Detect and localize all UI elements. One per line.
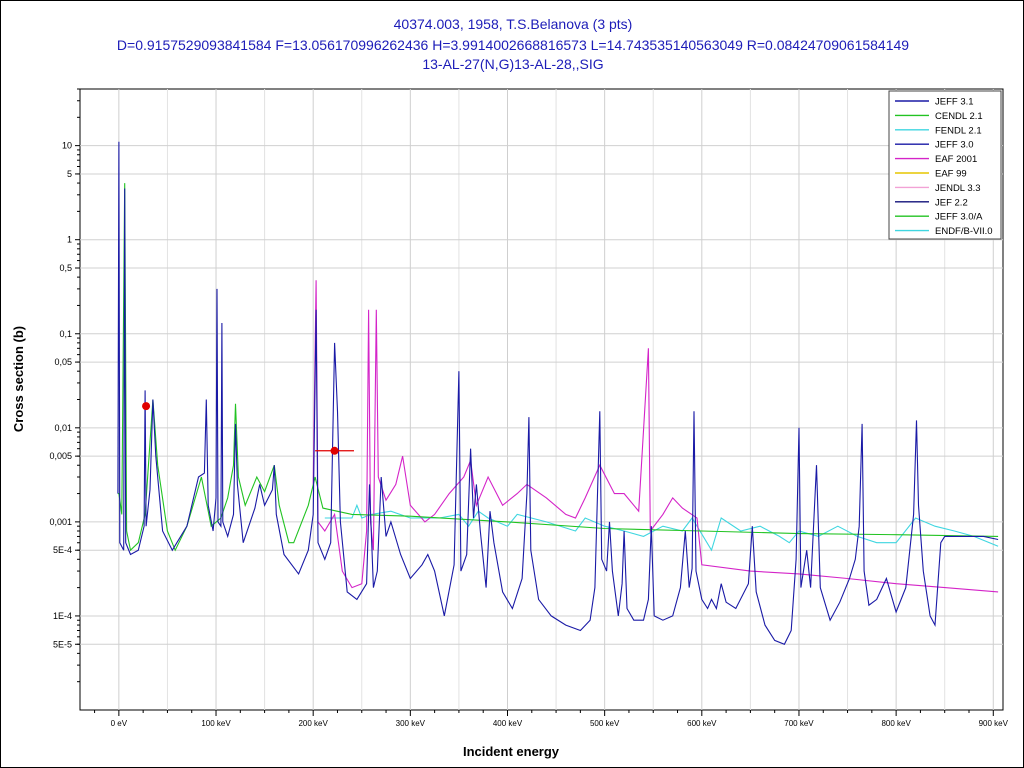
y-tick-label: 0,001 (49, 517, 72, 527)
x-tick-label: 700 keV (784, 719, 814, 728)
x-tick-label: 900 keV (979, 719, 1009, 728)
chart-title-line-1: 40374.003, 1958, T.S.Belanova (3 pts) (393, 16, 633, 32)
x-tick-label: 400 keV (493, 719, 523, 728)
y-tick-label: 0,005 (49, 451, 72, 461)
y-tick-label: 1E-4 (53, 611, 72, 621)
legend-label: JEFF 3.1 (935, 97, 974, 108)
y-axis-label: Cross section (b) (11, 326, 26, 432)
evaluation-curves (117, 141, 999, 646)
x-tick-label: 600 keV (687, 719, 717, 728)
x-axis-label: Incident energy (463, 744, 560, 759)
y-axis-ticks: 10 5 1 0,5 0,1 0,05 0,01 0,005 0,001 5E-4 1E-4 5E-5 (49, 88, 80, 683)
series-line (312, 280, 999, 593)
legend-label: JEFF 3.0/A (935, 212, 983, 223)
data-point (330, 446, 339, 455)
legend-label: EAF 99 (935, 169, 967, 180)
x-axis-ticks: 0 eV 100 keV 200 keV 300 keV 400 keV 500 keV 6… (94, 710, 1009, 728)
y-tick-label: 0,5 (59, 263, 72, 273)
y-tick-label: 10 (62, 141, 72, 151)
x-tick-label: 100 keV (201, 719, 231, 728)
chart-title-line-2: D=0.9157529093841584 F=13.05617099626243… (116, 37, 910, 53)
legend-label: JEFF 3.0 (935, 140, 974, 151)
y-tick-label: 5E-4 (53, 545, 72, 555)
series-line (117, 141, 999, 646)
y-tick-label: 0,1 (59, 329, 72, 339)
series-line (117, 183, 999, 552)
chart-title-line-3: 13-AL-27(N,G)13-AL-28,,SIG (422, 56, 604, 72)
y-tick-label: 0,05 (54, 357, 72, 367)
legend-label: JEF 2.2 (935, 197, 968, 208)
x-tick-label: 500 keV (590, 719, 620, 728)
legend-label: FENDL 2.1 (935, 125, 982, 136)
data-point (142, 402, 151, 411)
experimental-points (142, 402, 354, 455)
legend-label: CENDL 2.1 (935, 111, 983, 122)
y-tick-label: 5 (67, 169, 72, 179)
x-tick-label: 800 keV (881, 719, 911, 728)
plot-area[interactable] (79, 88, 1004, 711)
y-tick-label: 0,01 (54, 423, 72, 433)
legend-label: JENDL 3.3 (935, 183, 981, 194)
y-tick-label: 5E-5 (53, 639, 72, 649)
x-tick-label: 200 keV (298, 719, 328, 728)
x-tick-label: 300 keV (396, 719, 426, 728)
series-line (324, 503, 999, 552)
legend-label: ENDF/B-VII.0 (935, 226, 993, 237)
y-tick-label: 1 (67, 235, 72, 245)
x-tick-label: 0 eV (111, 719, 128, 728)
legend[interactable]: JEFF 3.1 CENDL 2.1 FENDL 2.1 JEFF 3.0 EAF 20… (888, 90, 1002, 240)
legend-label: EAF 2001 (935, 154, 977, 165)
